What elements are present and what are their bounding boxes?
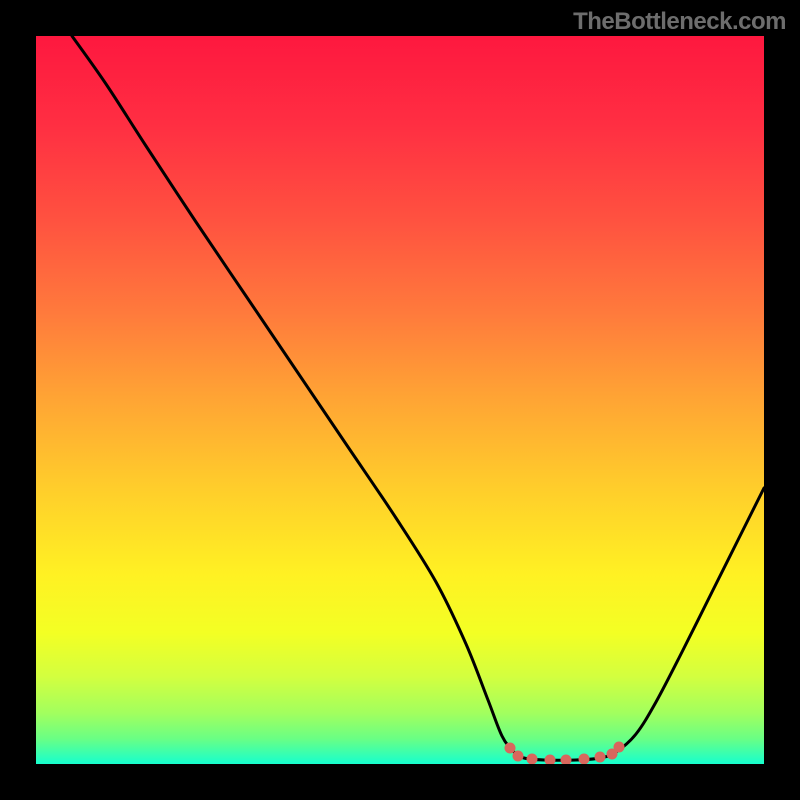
curve-marker xyxy=(579,754,590,765)
watermark-text: TheBottleneck.com xyxy=(573,8,786,36)
curve-marker xyxy=(595,752,606,763)
curve-marker xyxy=(527,754,538,765)
plot-area xyxy=(36,36,764,764)
bottleneck-curve xyxy=(72,36,764,760)
curve-marker xyxy=(545,755,556,765)
chart-container: TheBottleneck.com xyxy=(0,0,800,800)
curve-marker xyxy=(614,742,625,753)
curve-svg xyxy=(36,36,764,764)
curve-marker xyxy=(561,755,572,765)
curve-marker xyxy=(513,751,524,762)
curve-marker xyxy=(505,743,516,754)
